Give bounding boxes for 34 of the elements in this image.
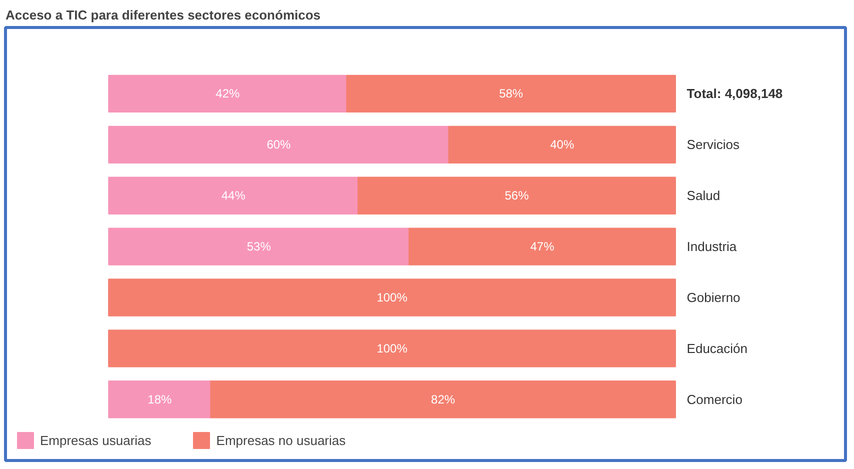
bar (448, 126, 676, 164)
data-label: 18% (148, 392, 172, 406)
y-tick-label: Gobierno (686, 290, 740, 305)
y-tick-label: Industria (686, 239, 738, 254)
bar (408, 228, 676, 266)
y-tick-label: Educación (686, 340, 748, 356)
data-label: 44% (221, 188, 246, 203)
data-label: 60% (266, 138, 292, 152)
data-label: 58% (499, 86, 524, 101)
data-label: 47% (530, 240, 555, 254)
legend-label: Empresas usuarias (40, 432, 152, 448)
bar (346, 74, 676, 113)
bar (108, 176, 359, 214)
bar (108, 74, 348, 113)
bar (108, 228, 410, 266)
data-label: 100% (376, 341, 408, 356)
bar (210, 380, 676, 418)
bar (108, 278, 676, 316)
data-label: 100% (376, 290, 408, 304)
data-label: 42% (216, 86, 240, 101)
legend-label: Empresas no usuarias (216, 432, 346, 448)
y-tick-label: Servicios (686, 137, 740, 152)
y-tick-label: Salud (686, 188, 720, 204)
chart-title: Acceso a TIC para diferentes sectores económicos (6, 8, 321, 22)
data-label: 82% (431, 392, 456, 406)
bar (358, 176, 676, 214)
bar (108, 126, 450, 164)
y-tick-label: Comercio (686, 392, 742, 407)
data-label: 53% (246, 240, 272, 254)
data-label: 40% (550, 138, 574, 152)
bar (108, 380, 212, 418)
data-label: 56% (504, 188, 530, 203)
y-tick-label: Total: 4,098,148 (686, 86, 783, 102)
bar (108, 330, 676, 368)
